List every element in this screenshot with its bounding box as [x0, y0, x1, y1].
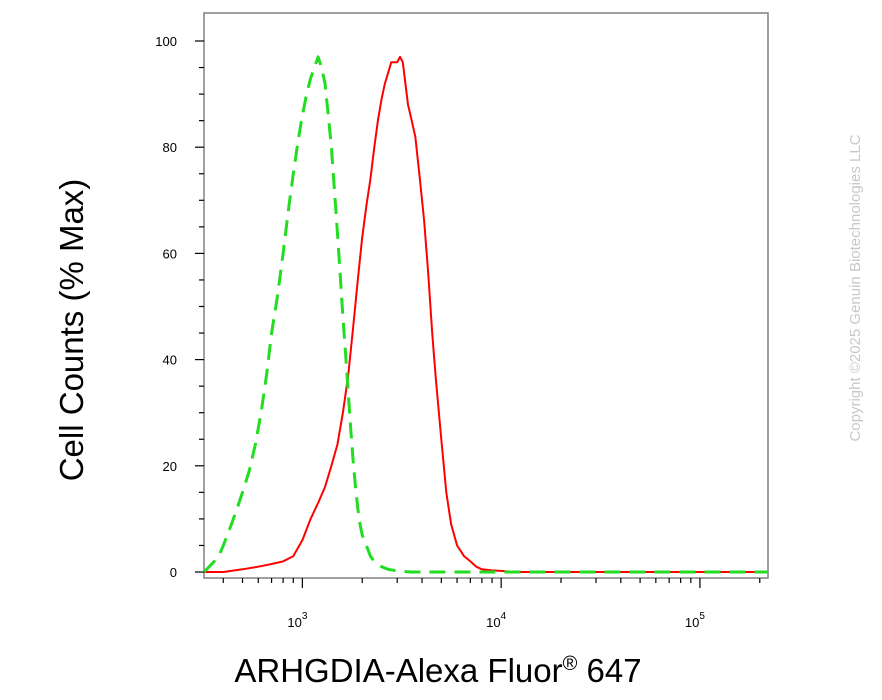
- series-layer: [202, 55, 768, 574]
- x-axis-title: ARHGDIA-Alexa Fluor® 647: [234, 652, 641, 689]
- y-tick-label: 40: [163, 353, 177, 368]
- x-tick-label: 105: [685, 611, 705, 630]
- y-axis-title: Cell Counts (% Max): [53, 179, 90, 482]
- x-axis-title-main: ARHGDIA-Alexa Fluor: [234, 652, 562, 689]
- plot-frame: [203, 12, 769, 579]
- x-axis-title-tail: 647: [577, 652, 641, 689]
- copyright-watermark: Copyright ©2025 Genuin Biotechnologies L…: [847, 134, 864, 441]
- y-axis: 0 20 40 60 80 100: [155, 34, 204, 580]
- series-line-solid: [204, 55, 768, 573]
- series-line-dashed: [202, 55, 768, 574]
- y-tick-label: 80: [163, 140, 177, 155]
- x-tick-label: 104: [486, 611, 506, 630]
- x-axis: 103 104 105: [222, 578, 761, 630]
- y-tick-label: 100: [155, 34, 177, 49]
- x-axis-title-registered-mark: ®: [563, 653, 578, 675]
- y-tick-label: 0: [170, 565, 177, 580]
- y-tick-label: 20: [163, 459, 177, 474]
- y-tick-label: 60: [163, 246, 177, 261]
- x-tick-label: 103: [287, 611, 307, 630]
